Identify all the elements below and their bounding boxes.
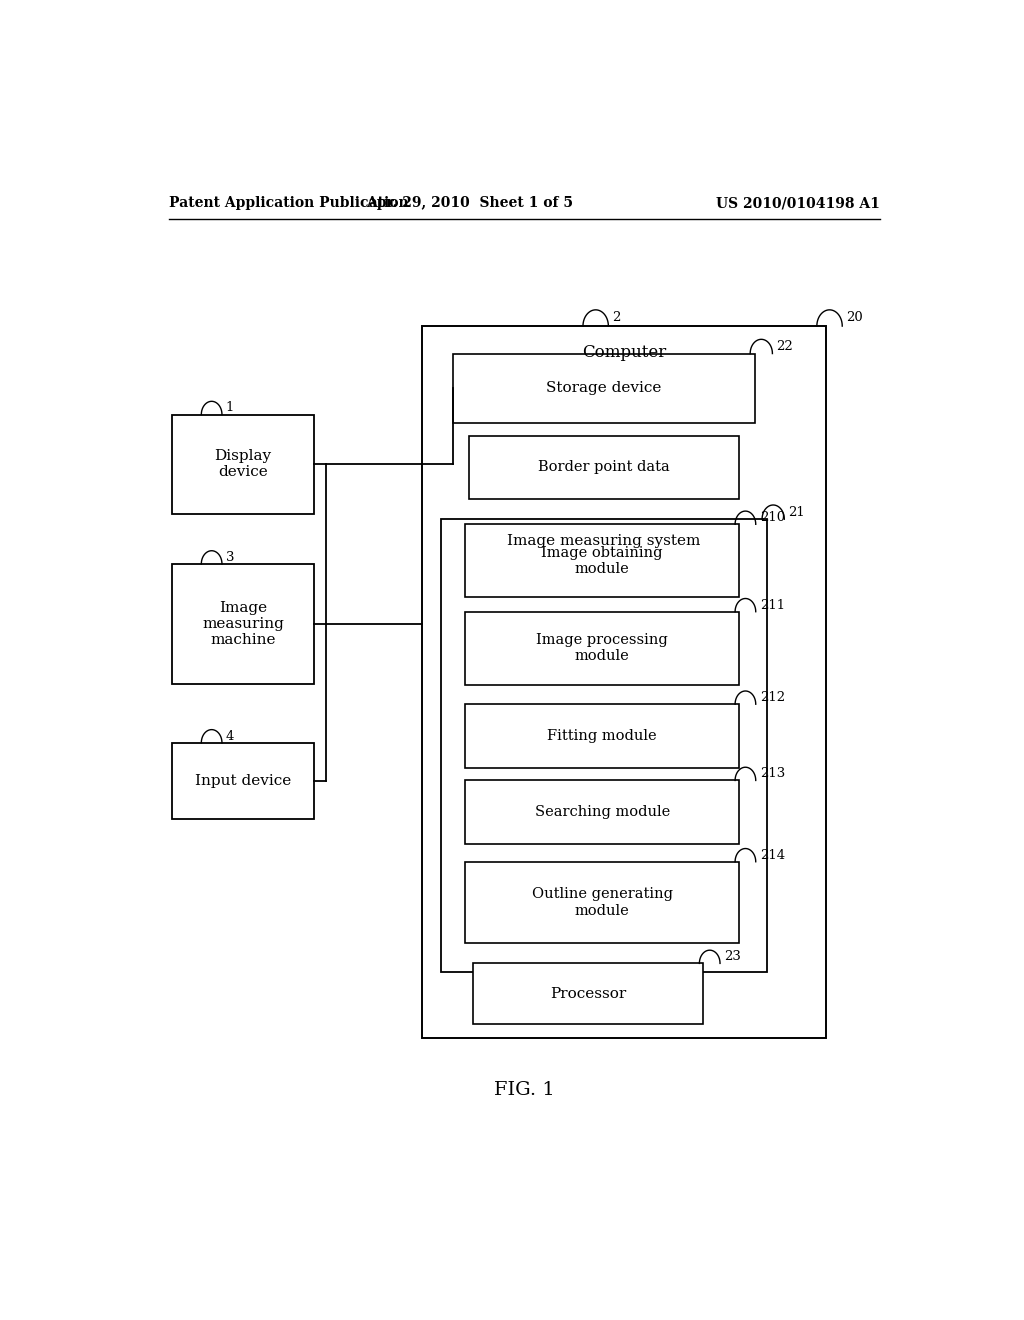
Text: 214: 214 (760, 849, 784, 862)
Text: Storage device: Storage device (547, 381, 662, 395)
Text: 21: 21 (788, 506, 805, 519)
Text: 213: 213 (760, 767, 785, 780)
Bar (454, 354, 755, 422)
Bar (172, 564, 314, 684)
Text: Input device: Input device (195, 774, 291, 788)
Text: Computer: Computer (582, 345, 667, 362)
Bar (422, 326, 826, 1038)
Text: Apr. 29, 2010  Sheet 1 of 5: Apr. 29, 2010 Sheet 1 of 5 (366, 197, 572, 210)
Bar (469, 436, 739, 499)
Text: Fitting module: Fitting module (548, 729, 657, 743)
Text: Image measuring system: Image measuring system (508, 535, 700, 549)
Text: 2: 2 (612, 312, 621, 325)
Text: 210: 210 (760, 511, 784, 524)
Text: 23: 23 (724, 950, 741, 964)
Text: 212: 212 (760, 692, 784, 704)
Text: Outline generating
module: Outline generating module (531, 887, 673, 917)
Text: 22: 22 (776, 341, 794, 352)
Bar (465, 524, 739, 598)
Text: Patent Application Publication: Patent Application Publication (169, 197, 409, 210)
Bar (473, 964, 703, 1024)
Text: 4: 4 (226, 730, 234, 743)
Text: 3: 3 (226, 550, 234, 564)
Text: Image obtaining
module: Image obtaining module (542, 545, 663, 576)
Text: FIG. 1: FIG. 1 (495, 1081, 555, 1100)
Bar (441, 519, 767, 972)
Text: US 2010/0104198 A1: US 2010/0104198 A1 (717, 197, 881, 210)
Text: Searching module: Searching module (535, 805, 670, 820)
Text: Processor: Processor (550, 987, 627, 1001)
Bar (465, 780, 739, 845)
Text: 20: 20 (846, 312, 863, 325)
Bar (465, 862, 739, 942)
Text: 1: 1 (226, 401, 234, 414)
Text: 211: 211 (760, 598, 784, 611)
Text: Image processing
module: Image processing module (537, 634, 668, 664)
Bar (465, 611, 739, 685)
Bar (172, 743, 314, 818)
Text: Border point data: Border point data (539, 461, 670, 474)
Bar (172, 414, 314, 515)
Text: Display
device: Display device (214, 449, 271, 479)
Text: Image
measuring
machine: Image measuring machine (202, 601, 284, 647)
Bar (465, 704, 739, 768)
